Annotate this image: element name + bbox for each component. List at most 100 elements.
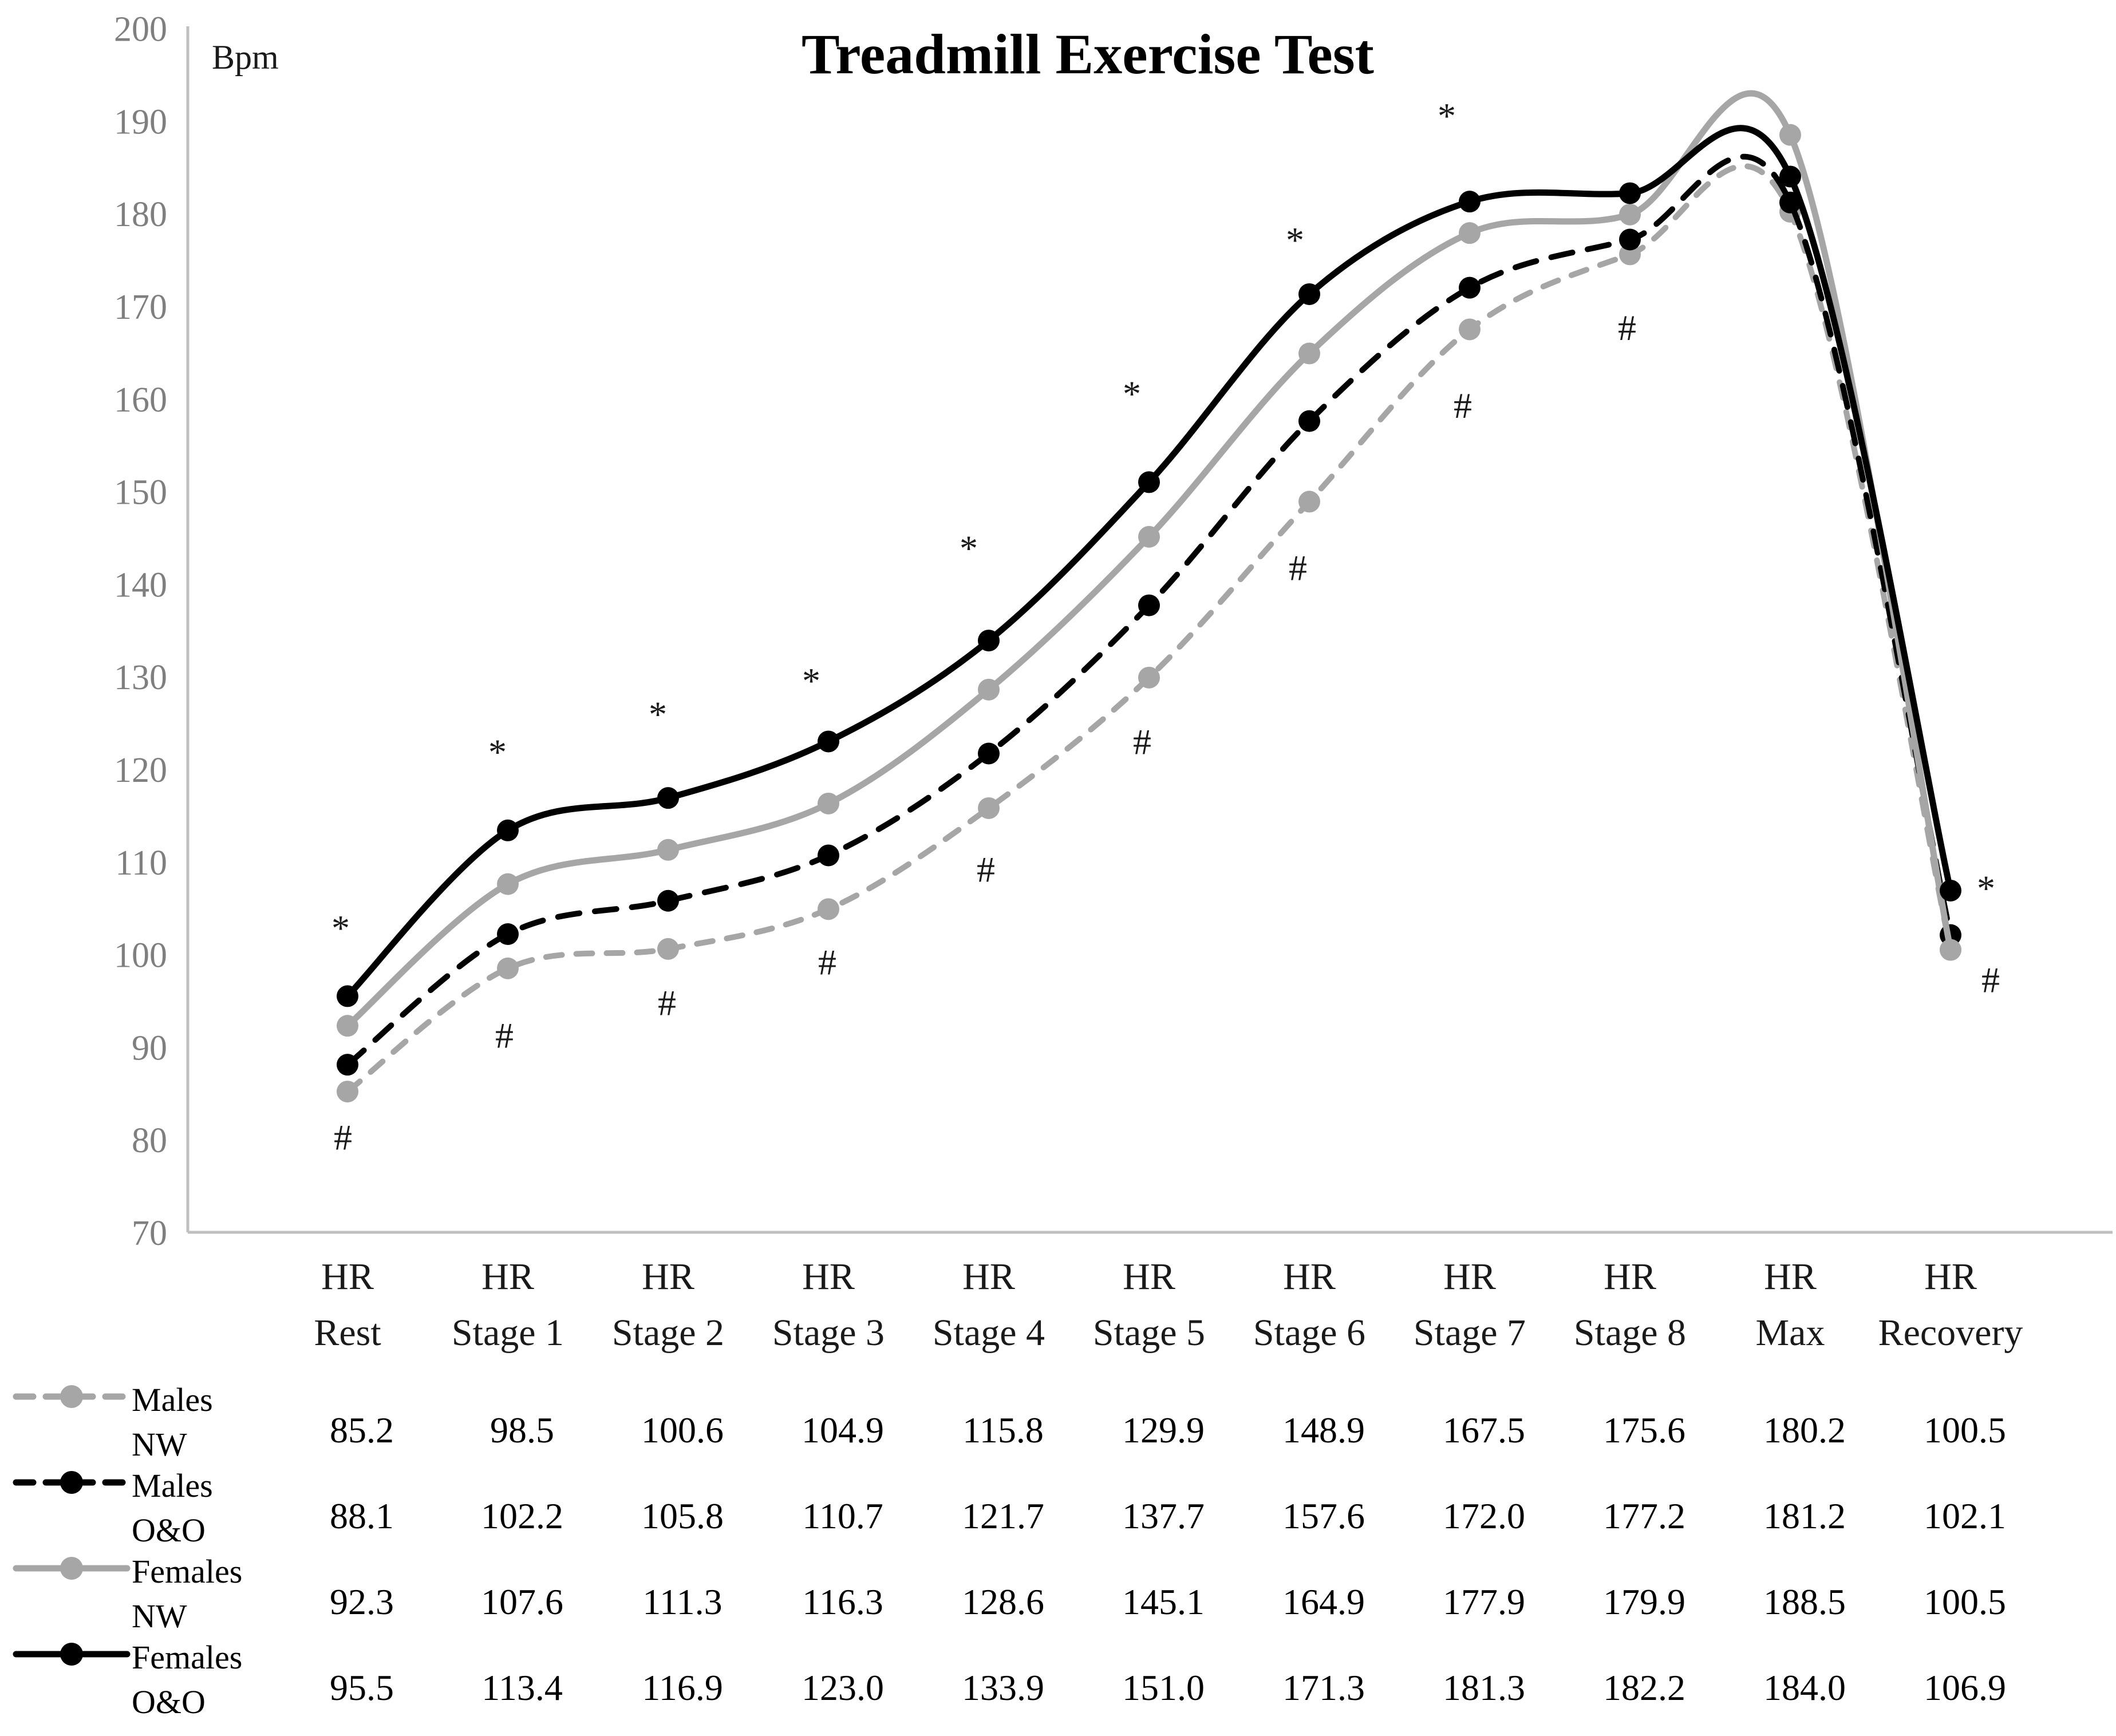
table-cell-females-nw-hr-recovery: 100.5 <box>1924 1581 2006 1622</box>
x-label-bottom: Stage 3 <box>772 1312 885 1354</box>
table-cell-females-nw-hr-stage-5: 145.1 <box>1122 1581 1205 1622</box>
y-tick-label-100: 100 <box>114 936 167 975</box>
table-cell-males-o-o-hr-stage-2: 105.8 <box>641 1496 724 1536</box>
legend: Males NW Males O&O Females NW Females O&O <box>13 1381 242 1721</box>
x-label-bottom: Stage 6 <box>1253 1312 1365 1354</box>
table-cell-females-o-o-hr-stage-3: 123.0 <box>802 1667 884 1708</box>
legend-label-line1-females-o-o: Females <box>132 1639 242 1676</box>
table-cell-males-nw-hr-stage-1: 98.5 <box>490 1410 554 1450</box>
data-point-females-o-o-hr-stage-3 <box>818 730 839 753</box>
table-cell-females-nw-hr-stage-6: 164.9 <box>1282 1581 1365 1622</box>
data-point-females-o-o-hr-rest <box>337 985 358 1007</box>
x-category-label-stage-5: HR Stage 5 <box>1093 1256 1205 1354</box>
x-label-top: HR <box>481 1256 534 1298</box>
table-cell-males-o-o-hr-stage-5: 137.7 <box>1122 1496 1205 1536</box>
data-point-females-nw-hr-stage-5 <box>1138 525 1160 548</box>
y-tick-label-80: 80 <box>132 1121 167 1160</box>
series-males-nw <box>337 163 1961 1103</box>
data-point-females-nw-hr-max <box>1779 124 1801 146</box>
star-annotation-hr-rest: * <box>331 908 350 948</box>
chart-title: Treadmill Exercise Test <box>802 22 1374 86</box>
legend-marker-males-o-o <box>60 1471 83 1494</box>
y-tick-label-200: 200 <box>114 10 167 49</box>
data-point-females-o-o-hr-stage-1 <box>497 819 519 841</box>
x-label-bottom: Stage 7 <box>1414 1312 1526 1354</box>
series-males-o-o <box>337 153 1961 1076</box>
table-row-females-nw: 92.3 107.6 111.3 116.3 128.6 145.1 164.9 177.9 1… <box>330 1581 2006 1622</box>
series-females-o-o <box>337 125 1961 1007</box>
x-label-bottom: Stage 2 <box>612 1312 724 1354</box>
table-cell-females-o-o-hr-stage-5: 151.0 <box>1122 1667 1205 1708</box>
hash-annotation-hr-stage-4: # <box>977 849 995 890</box>
data-point-males-nw-hr-stage-1 <box>497 957 519 979</box>
x-label-top: HR <box>802 1256 855 1298</box>
x-axis-category-labels: HR Rest HR Stage 1 HR Stage 2 HR Stage 3 HR Stage… <box>314 1256 2023 1354</box>
legend-item-females-o-o: Females O&O <box>13 1639 242 1721</box>
series-line-females-o-o <box>344 125 1954 999</box>
x-category-label-max: HR Max <box>1756 1256 1825 1354</box>
legend-label-line2-males-o-o: O&O <box>132 1512 206 1549</box>
y-tick-label-110: 110 <box>115 844 167 883</box>
table-cell-males-nw-hr-stage-8: 175.6 <box>1603 1410 1685 1450</box>
hash-annotation-hr-stage-2: # <box>658 983 676 1023</box>
x-label-top: HR <box>642 1256 694 1298</box>
data-point-females-nw-hr-stage-6 <box>1298 342 1320 365</box>
table-cell-females-nw-hr-stage-4: 128.6 <box>962 1581 1044 1622</box>
data-point-males-o-o-hr-stage-4 <box>978 742 1000 765</box>
data-point-females-o-o-hr-stage-2 <box>657 787 679 809</box>
series-line-males-o-o <box>345 153 1953 1068</box>
table-cell-females-o-o-hr-stage-1: 113.4 <box>481 1667 563 1708</box>
legend-marker-males-nw <box>60 1385 83 1408</box>
x-category-label-stage-8: HR Stage 8 <box>1574 1256 1686 1354</box>
series-line-females-nw <box>344 90 1954 1029</box>
x-label-top: HR <box>1283 1256 1336 1298</box>
table-cell-females-o-o-hr-max: 184.0 <box>1763 1667 1846 1708</box>
hash-annotation-hr-stage-1: # <box>495 1015 514 1055</box>
data-point-females-o-o-hr-stage-5 <box>1138 471 1160 493</box>
x-label-bottom: Stage 8 <box>1574 1312 1686 1354</box>
data-point-males-o-o-hr-rest <box>337 1054 358 1076</box>
star-annotation-hr-stage-6: * <box>1286 220 1304 260</box>
table-row-males-nw: 85.2 98.5 100.6 104.9 115.8 129.9 148.9 167.5 17… <box>330 1410 2006 1450</box>
legend-label-line1-males-nw: Males <box>132 1381 213 1418</box>
x-category-label-recovery: HR Recovery <box>1878 1256 2023 1354</box>
x-category-label-stage-3: HR Stage 3 <box>772 1256 885 1354</box>
table-cell-males-o-o-hr-stage-4: 121.7 <box>962 1496 1044 1536</box>
data-point-males-nw-hr-stage-6 <box>1298 491 1320 513</box>
data-point-males-o-o-hr-stage-2 <box>657 889 679 912</box>
x-label-bottom: Recovery <box>1878 1312 2023 1354</box>
data-point-males-nw-hr-stage-3 <box>818 898 839 920</box>
table-cell-males-nw-hr-rest: 85.2 <box>330 1410 394 1450</box>
data-point-males-o-o-hr-stage-7 <box>1459 276 1481 299</box>
legend-marker-females-nw <box>60 1557 83 1580</box>
table-cell-males-o-o-hr-max: 181.2 <box>1763 1496 1846 1536</box>
star-annotation-hr-recovery: * <box>1977 868 1995 908</box>
x-label-top: HR <box>962 1256 1015 1298</box>
table-cell-males-o-o-hr-stage-6: 157.6 <box>1282 1496 1365 1536</box>
table-cell-males-o-o-hr-rest: 88.1 <box>330 1496 394 1536</box>
hash-annotation-hr-recovery: # <box>1981 959 2000 1000</box>
y-tick-label-170: 170 <box>114 288 167 327</box>
data-point-females-nw-hr-stage-7 <box>1459 222 1481 244</box>
table-cell-males-nw-hr-stage-2: 100.6 <box>641 1410 724 1450</box>
star-annotation-hr-stage-2: * <box>649 694 667 734</box>
y-axis-unit-label: Bpm <box>212 38 279 76</box>
legend-label-line2-females-nw: NW <box>132 1597 187 1635</box>
x-label-top: HR <box>1123 1256 1175 1298</box>
table-cell-males-nw-hr-max: 180.2 <box>1763 1410 1846 1450</box>
data-point-males-nw-hr-stage-2 <box>657 938 679 960</box>
x-category-label-rest: HR Rest <box>314 1256 381 1354</box>
hash-annotation-hr-rest: # <box>334 1117 352 1157</box>
table-cell-females-nw-hr-stage-3: 116.3 <box>802 1581 883 1622</box>
table-cell-females-nw-hr-max: 188.5 <box>1763 1581 1846 1622</box>
legend-item-males-o-o: Males O&O <box>13 1467 213 1549</box>
table-cell-females-o-o-hr-stage-7: 181.3 <box>1443 1667 1525 1708</box>
data-point-females-nw-hr-recovery <box>1940 939 1961 961</box>
x-label-top: HR <box>1764 1256 1817 1298</box>
legend-label-line1-females-nw: Females <box>132 1553 242 1590</box>
star-annotation-hr-stage-5: * <box>1123 373 1141 414</box>
hash-annotation-hr-stage-6: # <box>1289 547 1307 588</box>
legend-marker-females-o-o <box>60 1643 83 1666</box>
x-category-label-stage-2: HR Stage 2 <box>612 1256 724 1354</box>
